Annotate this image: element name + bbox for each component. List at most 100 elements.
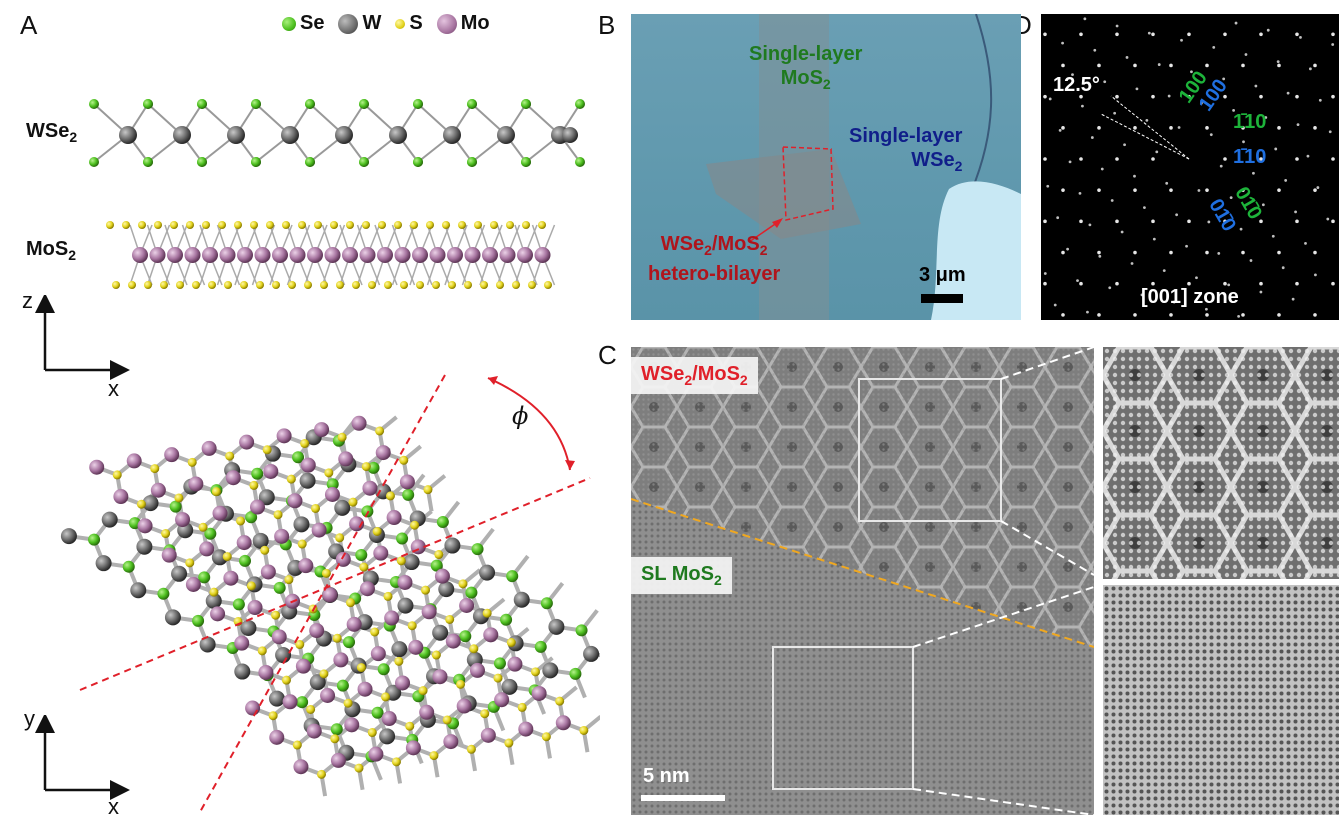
- s-atom: [234, 221, 242, 229]
- diffraction-spot: [1232, 108, 1235, 112]
- diffraction-spot: [1223, 157, 1227, 161]
- diffraction-spot: [1296, 123, 1300, 127]
- wse2-layer-label: WSe2: [26, 120, 77, 145]
- diffraction-spot: [1331, 43, 1335, 46]
- hetero-sub2: 2: [759, 242, 768, 258]
- w-atom: [583, 645, 600, 662]
- s-atom: [187, 457, 197, 467]
- w-atom: [234, 663, 251, 680]
- diffraction-spot: [1151, 219, 1155, 224]
- diffraction-spot: [1152, 237, 1156, 241]
- s-atom: [170, 221, 178, 229]
- se-atom: [292, 451, 305, 464]
- s-atom: [384, 281, 392, 289]
- mo-atom: [447, 247, 463, 263]
- s-atom: [138, 221, 146, 229]
- s-atom: [383, 591, 393, 601]
- diffraction-spot: [1295, 281, 1299, 286]
- s-atom: [176, 281, 184, 289]
- diffraction-spot: [1277, 188, 1281, 192]
- legend-item-mo: Mo: [436, 12, 490, 35]
- diffraction-spot: [1277, 250, 1281, 255]
- s-atom: [555, 696, 565, 706]
- s-atom: [579, 725, 589, 735]
- s-atom: [311, 503, 321, 513]
- s-atom: [490, 221, 498, 229]
- se-atom: [204, 527, 217, 540]
- diffraction-spot: [1147, 31, 1151, 35]
- diffraction-spot: [1316, 186, 1320, 189]
- diffraction-spot: [1151, 94, 1155, 99]
- mo-atom: [212, 505, 228, 521]
- s-atom: [161, 529, 171, 539]
- w-atom: [309, 674, 326, 691]
- s-atom: [330, 734, 340, 744]
- se-atom: [413, 99, 423, 109]
- s-atom: [506, 221, 514, 229]
- w-atom: [501, 678, 518, 695]
- s-atom: [211, 487, 221, 497]
- mos2-flake-line2: MoS2: [749, 66, 862, 96]
- diffraction-spot: [1180, 38, 1183, 42]
- mo-atom: [306, 723, 322, 739]
- tag-mos: /MoS: [692, 363, 740, 385]
- s-atom: [300, 439, 310, 449]
- diffraction-spot: [1286, 91, 1290, 95]
- s-atom: [528, 281, 536, 289]
- diffraction-spot: [1151, 157, 1155, 161]
- s-atom: [185, 558, 195, 568]
- zoom-box-bottom: [772, 646, 914, 790]
- s-atom: [282, 221, 290, 229]
- mo-atom: [399, 474, 415, 490]
- mo-atom: [351, 415, 367, 431]
- mo-atom: [276, 428, 292, 444]
- w-atom: [479, 564, 496, 581]
- diffraction-spot: [1242, 140, 1245, 144]
- mo-atom: [234, 635, 250, 651]
- diffraction-spot: [1079, 94, 1083, 99]
- diffraction-spot: [1207, 220, 1211, 224]
- diffraction-spot: [1123, 143, 1126, 147]
- legend-item-w: W: [338, 12, 381, 35]
- s-atom: [174, 493, 184, 503]
- tag-wse: WSe: [641, 363, 685, 385]
- mo-atom: [338, 451, 354, 467]
- diffraction-spot: [1048, 97, 1052, 101]
- diffraction-spot: [1043, 94, 1047, 99]
- hetero-tag: WSe2/MoS2: [631, 357, 758, 394]
- s-atom: [112, 470, 122, 480]
- s-atom: [268, 711, 278, 721]
- diffraction-spot: [1266, 28, 1270, 32]
- diffraction-spot: [1061, 250, 1065, 255]
- diffraction-spot: [1169, 188, 1173, 192]
- s-atom: [144, 281, 152, 289]
- diffraction-spot: [1223, 94, 1227, 99]
- se-atom: [371, 706, 384, 719]
- hrtem-image: WSe2/MoS2 SL MoS2 5 nm: [631, 347, 1094, 815]
- diffraction-spot: [1209, 133, 1213, 137]
- se-atom: [296, 696, 309, 709]
- w-atom: [136, 538, 153, 555]
- diffraction-spot: [1205, 313, 1209, 317]
- sl-mos2-tag: SL MoS2: [631, 557, 732, 594]
- se-atom: [377, 663, 390, 676]
- diffraction-spot: [1277, 126, 1281, 130]
- s-atom: [352, 281, 360, 289]
- s-atom: [316, 769, 326, 779]
- se-atom: [575, 157, 585, 167]
- w-atom: [335, 126, 353, 144]
- mo-atom: [309, 623, 325, 639]
- bright-flake: [931, 181, 1021, 320]
- se-atom: [305, 99, 315, 109]
- s-atom: [273, 510, 283, 520]
- diffraction-spot: [1133, 313, 1137, 317]
- diffraction-spot: [1190, 70, 1193, 74]
- s-atom: [225, 451, 235, 461]
- s-atom: [432, 281, 440, 289]
- diffraction-spot: [1259, 32, 1263, 37]
- s-atom: [378, 221, 386, 229]
- s-atom: [493, 673, 503, 683]
- x-axis-label-side: x: [108, 376, 119, 401]
- diffraction-spot: [1299, 35, 1302, 39]
- diffraction-spot: [1277, 63, 1281, 68]
